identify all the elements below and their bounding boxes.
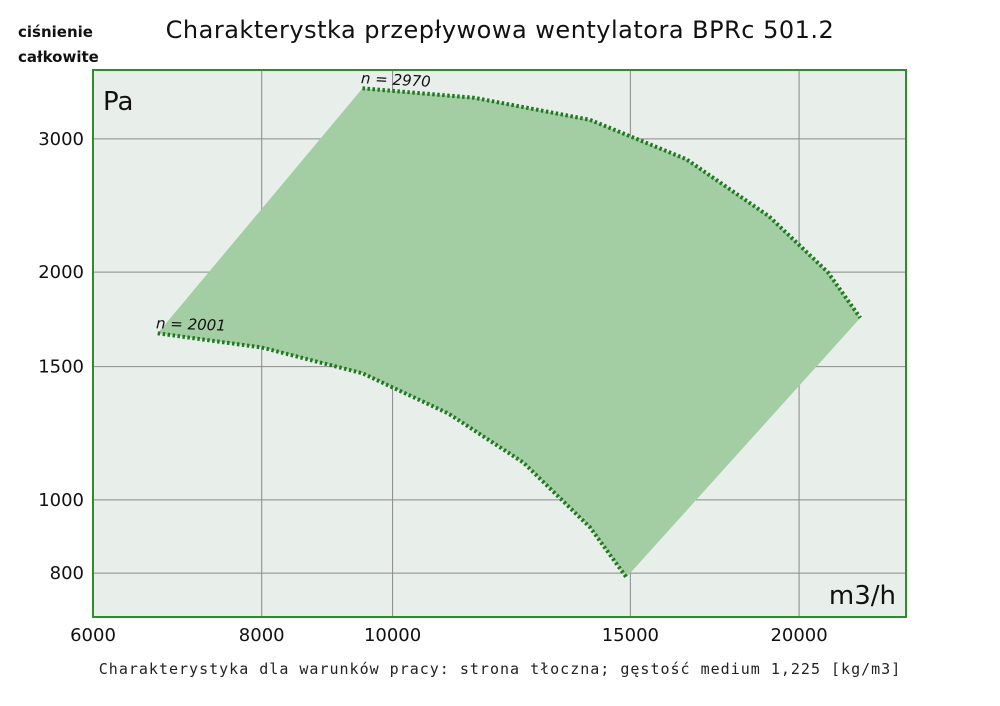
y-tick-label: 1000 (38, 490, 84, 511)
x-unit-label: m3/h (829, 581, 896, 611)
operating-region (157, 88, 861, 578)
y-tick-label: 1500 (38, 357, 84, 378)
series-curves: n = 2001 n = 2970 (156, 69, 862, 579)
y-axis-quantity-label: ciśnienie całkowite (18, 20, 108, 70)
tick-labels: 6000 8000 10000 15000 20000 800 1000 1500 2000 30… (38, 129, 828, 646)
x-tick-label: 15000 (602, 625, 659, 646)
y-tick-label: 800 (50, 563, 84, 584)
x-tick-label: 8000 (239, 625, 285, 646)
x-tick-label: 6000 (70, 625, 116, 646)
y-tick-label: 3000 (38, 129, 84, 150)
y-unit-label: Pa (103, 87, 133, 117)
plot-border (92, 69, 907, 618)
chart-caption: Charakterystyka dla warunków pracy: stro… (98, 660, 902, 678)
series-line (157, 331, 629, 579)
x-tick-label: 10000 (364, 625, 421, 646)
series-line (362, 86, 862, 320)
chart-title: Charakterystka przepływowa wentylatora B… (165, 16, 835, 44)
y-tick-label: 2000 (38, 262, 84, 283)
series-label: n = 2970 (361, 69, 432, 91)
series-label: n = 2001 (156, 314, 226, 334)
x-tick-label: 20000 (770, 625, 827, 646)
corner-label-line2: całkowite (18, 48, 99, 66)
corner-label-line1: ciśnienie (18, 23, 93, 41)
